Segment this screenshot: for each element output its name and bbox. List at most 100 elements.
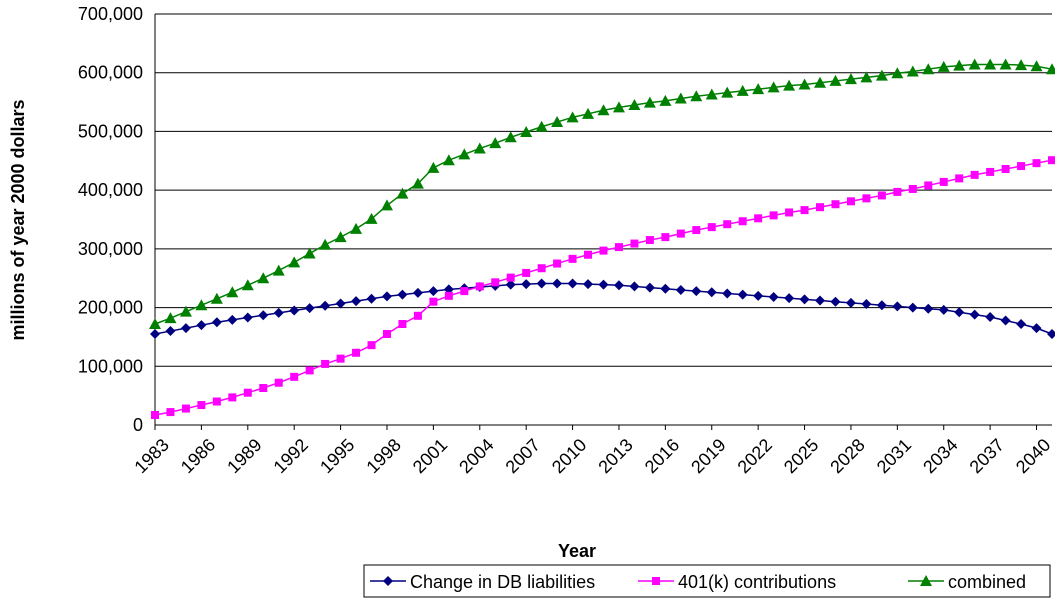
data-point — [1047, 328, 1055, 339]
data-point — [165, 326, 176, 337]
data-point — [831, 200, 840, 209]
data-point — [521, 279, 532, 290]
data-point — [691, 286, 702, 297]
data-point — [196, 320, 207, 331]
data-point — [258, 310, 269, 321]
data-point — [1030, 60, 1043, 72]
data-point — [860, 71, 873, 83]
data-point — [413, 311, 422, 320]
data-point — [754, 214, 763, 223]
data-point — [164, 312, 177, 324]
data-point — [692, 226, 701, 235]
data-point — [800, 206, 809, 215]
data-point — [645, 236, 654, 245]
data-point — [475, 282, 484, 291]
x-tick-label: 2004 — [455, 435, 497, 477]
data-point — [427, 161, 440, 173]
data-point — [397, 289, 408, 300]
data-point — [582, 107, 595, 119]
data-point — [305, 366, 314, 375]
data-point — [181, 404, 190, 413]
data-point — [272, 264, 285, 276]
data-point — [505, 279, 516, 290]
data-point — [999, 58, 1012, 70]
data-point — [289, 305, 300, 316]
data-point — [382, 329, 391, 338]
data-point — [567, 278, 578, 289]
data-point — [428, 286, 439, 297]
data-point — [954, 307, 965, 318]
data-point — [769, 211, 778, 220]
data-point — [166, 408, 175, 417]
data-point — [350, 222, 363, 234]
data-point — [661, 233, 670, 242]
x-tick-label: 2016 — [641, 435, 683, 477]
data-point — [970, 170, 979, 179]
data-point — [907, 302, 918, 313]
data-point — [334, 231, 347, 243]
legend-marker — [920, 575, 932, 586]
data-point — [630, 239, 639, 248]
y-tick-label: 700,000 — [78, 4, 143, 24]
data-point — [707, 223, 716, 232]
data-point — [939, 177, 948, 186]
data-point — [584, 250, 593, 259]
data-point — [351, 296, 362, 307]
data-point — [335, 298, 346, 309]
data-point — [1017, 162, 1026, 171]
y-axis-title: millions of year 2000 dollars — [8, 99, 28, 340]
data-point — [660, 283, 671, 294]
data-point — [753, 290, 764, 301]
x-tick-label: 1998 — [362, 435, 404, 477]
data-point — [242, 312, 253, 323]
data-point — [816, 203, 825, 212]
data-point — [243, 388, 252, 397]
data-point — [830, 296, 841, 307]
data-point — [968, 58, 981, 70]
data-point — [365, 212, 378, 224]
data-point — [815, 295, 826, 306]
data-point — [985, 311, 996, 322]
data-point — [274, 378, 283, 387]
data-point — [522, 268, 531, 277]
data-point — [906, 65, 919, 77]
data-point — [599, 246, 608, 255]
data-point — [367, 341, 376, 350]
x-tick-label: 1986 — [177, 435, 219, 477]
data-point — [844, 73, 857, 85]
data-point — [799, 294, 810, 305]
legend-marker — [383, 576, 393, 586]
x-tick-label: 1992 — [270, 435, 312, 477]
data-point — [877, 191, 886, 200]
data-point — [675, 284, 686, 295]
data-point — [429, 297, 438, 306]
data-point — [566, 111, 579, 123]
data-point — [1046, 63, 1055, 75]
series-line — [154, 282, 1053, 335]
x-tick-label: 2022 — [734, 435, 776, 477]
data-point — [891, 67, 904, 79]
data-point — [875, 69, 888, 81]
data-point — [845, 297, 856, 308]
data-point — [180, 323, 191, 334]
y-tick-label: 100,000 — [78, 356, 143, 376]
data-point — [553, 259, 562, 268]
data-point — [798, 78, 811, 90]
x-tick-label: 2001 — [409, 435, 451, 477]
data-point — [736, 84, 749, 96]
data-point — [551, 116, 564, 128]
data-point — [460, 287, 469, 296]
data-point — [228, 393, 237, 402]
data-point — [738, 217, 747, 226]
data-point — [583, 279, 594, 290]
data-point — [706, 287, 717, 298]
data-point — [535, 120, 548, 132]
data-point — [1001, 165, 1010, 174]
data-point — [504, 131, 517, 143]
x-tick-label: 1995 — [316, 435, 358, 477]
data-point — [537, 264, 546, 273]
data-point — [381, 291, 392, 302]
data-point — [319, 238, 332, 250]
data-point — [783, 79, 796, 91]
data-point — [984, 58, 997, 70]
